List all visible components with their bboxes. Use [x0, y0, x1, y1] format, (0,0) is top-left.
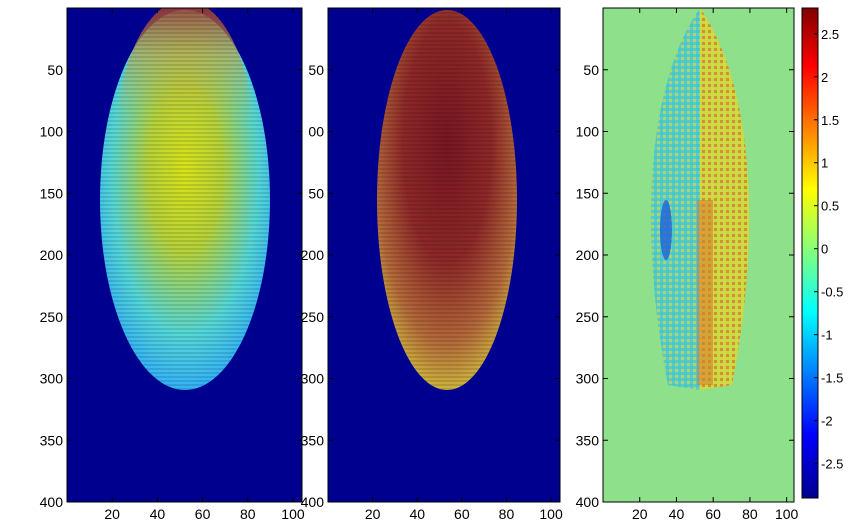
colorbar: 2.5 2 1.5 1 0.5 0 -0.5 -1 -1.5 -2 -2.5	[801, 7, 843, 499]
colorbar-tick-label: 1	[821, 156, 828, 171]
right-ellipse-left-texture	[650, 8, 700, 390]
left-ytick-label: 300	[40, 371, 64, 387]
right-ytick-label: 350	[576, 432, 600, 448]
colorbar-tick-label: -2.5	[821, 457, 843, 472]
middle-ytick-label: 400	[301, 494, 325, 510]
colorbar-tick-label: 0	[821, 242, 828, 257]
middle-xtick-label: 60	[454, 506, 470, 522]
middle-ytick-label: 350	[301, 432, 325, 448]
left-ytick-label: 350	[40, 432, 64, 448]
panel-left: 50 100 150 200 250 300 350 400 20 40 60 80 100	[40, 7, 305, 522]
left-ellipse-texture	[100, 10, 270, 390]
left-xtick-label: 20	[104, 506, 120, 522]
middle-ytick-label: 250	[301, 309, 325, 325]
left-xtick-label: 40	[150, 506, 166, 522]
colorbar-tick-label: 2.5	[821, 27, 839, 42]
middle-ytick-label: 50	[308, 185, 324, 201]
left-ytick-label: 50	[47, 62, 63, 78]
right-ytick-label: 50	[583, 62, 599, 78]
middle-ytick-label: 50	[308, 62, 324, 78]
middle-xtick-label: 20	[365, 506, 381, 522]
right-xtick-label: 80	[742, 506, 758, 522]
left-ytick-label: 250	[40, 309, 64, 325]
middle-ytick-label: 200	[301, 247, 325, 263]
middle-xtick-label: 80	[499, 506, 515, 522]
left-ytick-label: 150	[40, 185, 64, 201]
colorbar-tick-label: 1.5	[821, 113, 839, 128]
panel-middle: 50 00 50 200 250 300 350 400 20 40 60 80 100	[301, 7, 563, 522]
right-xtick-label: 40	[669, 506, 685, 522]
right-ytick-label: 200	[576, 247, 600, 263]
colorbar-gradient	[801, 7, 819, 499]
left-ytick-label: 400	[40, 494, 64, 510]
right-ytick-label: 300	[576, 371, 600, 387]
left-xtick-label: 80	[240, 506, 256, 522]
left-ytick-label: 100	[40, 124, 64, 140]
colorbar-tick-label: 0.5	[821, 199, 839, 214]
right-ytick-label: 250	[576, 309, 600, 325]
right-ytick-label: 150	[576, 185, 600, 201]
middle-ytick-label: 300	[301, 371, 325, 387]
right-xtick-label: 20	[632, 506, 648, 522]
middle-xtick-label: 100	[539, 506, 563, 522]
colorbar-tick-label: -2	[821, 414, 833, 429]
right-xtick-label: 60	[705, 506, 721, 522]
left-xtick-label: 100	[281, 506, 305, 522]
colorbar-tick-label: -0.5	[821, 285, 843, 300]
colorbar-tick-label: 2	[821, 70, 828, 85]
right-ytick-label: 400	[576, 494, 600, 510]
right-center-ridge	[697, 200, 713, 385]
middle-xtick-label: 40	[409, 506, 425, 522]
colorbar-tick-label: -1	[821, 328, 833, 343]
right-ytick-label: 100	[576, 124, 600, 140]
middle-ytick-label: 00	[308, 124, 324, 140]
left-ytick-label: 200	[40, 247, 64, 263]
colorbar-tick-label: -1.5	[821, 371, 843, 386]
left-xtick-label: 60	[195, 506, 211, 522]
right-xtick-label: 100	[775, 506, 799, 522]
right-blue-feature	[660, 200, 672, 260]
panel-right: 50 100 150 200 250 300 350 400 20 40 60 80 100	[576, 7, 799, 522]
middle-ellipse-texture	[377, 10, 517, 390]
